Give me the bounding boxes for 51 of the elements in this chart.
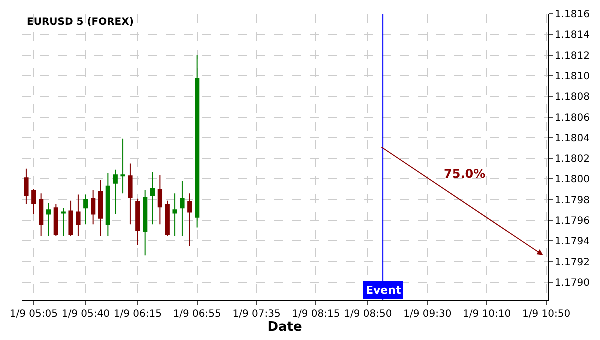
candlestick xyxy=(98,180,104,236)
y-tick-label: 1.1798 xyxy=(555,195,590,206)
candlestick xyxy=(84,194,88,226)
candlestick xyxy=(32,189,36,215)
y-tick-label: 1.1810 xyxy=(555,71,590,82)
y-tick-label: 1.1790 xyxy=(555,278,590,289)
candlestick xyxy=(172,193,178,236)
candlestick xyxy=(136,198,140,246)
x-tick-label: 1/9 06:15 xyxy=(114,309,162,320)
candlestick xyxy=(165,200,170,236)
candlestick xyxy=(120,138,126,194)
y-tick-label: 1.1802 xyxy=(555,154,590,166)
y-tick-label: 1.1792 xyxy=(555,257,590,268)
x-tick-label: 1/9 05:05 xyxy=(10,309,58,320)
x-tick-label: 1/9 10:10 xyxy=(463,309,512,320)
x-tick-label: 1/9 07:35 xyxy=(232,309,281,320)
x-tick-label: 1/9 08:15 xyxy=(292,309,340,320)
y-tick-label: 1.1812 xyxy=(555,50,590,62)
candlestick xyxy=(39,193,44,236)
candlestick xyxy=(180,180,185,236)
candlestick xyxy=(24,168,29,204)
candlestick xyxy=(158,174,163,226)
x-tick-label: 1/9 05:40 xyxy=(62,309,110,320)
ref-line-label: Event xyxy=(366,284,402,297)
x-tick-label: 1/9 10:50 xyxy=(522,309,571,320)
x-tick-label: 1/9 06:55 xyxy=(173,309,222,320)
candlestick xyxy=(76,194,81,236)
candlestick xyxy=(61,208,66,236)
x-axis-title: Date xyxy=(268,320,302,335)
candlestick xyxy=(188,193,192,247)
candlestick xyxy=(150,171,156,226)
candlestick xyxy=(113,169,118,215)
candlestick xyxy=(128,163,133,226)
candlestick xyxy=(54,203,58,236)
y-tick-label: 1.1796 xyxy=(555,216,590,227)
annotation: 75.0% xyxy=(444,167,486,181)
y-tick-label: 1.1806 xyxy=(555,112,590,124)
candlestick xyxy=(106,172,110,236)
x-tick-label: 1/9 09:30 xyxy=(404,309,452,320)
candlestick xyxy=(143,190,148,256)
y-tick-label: 1.1814 xyxy=(555,30,590,42)
y-tick-label: 1.1800 xyxy=(555,174,590,186)
y-tick-label: 1.1794 xyxy=(555,236,590,248)
candlestick xyxy=(46,202,52,236)
x-tick-label: 1/9 08:50 xyxy=(344,309,392,320)
candlestick xyxy=(91,190,96,226)
y-tick-label: 1.1804 xyxy=(555,133,590,144)
candlestick xyxy=(68,200,74,236)
y-tick-label: 1.1808 xyxy=(555,92,590,104)
chart-title: EURUSD 5 (FOREX) xyxy=(27,17,134,28)
y-tick-label: 1.1816 xyxy=(555,10,590,20)
